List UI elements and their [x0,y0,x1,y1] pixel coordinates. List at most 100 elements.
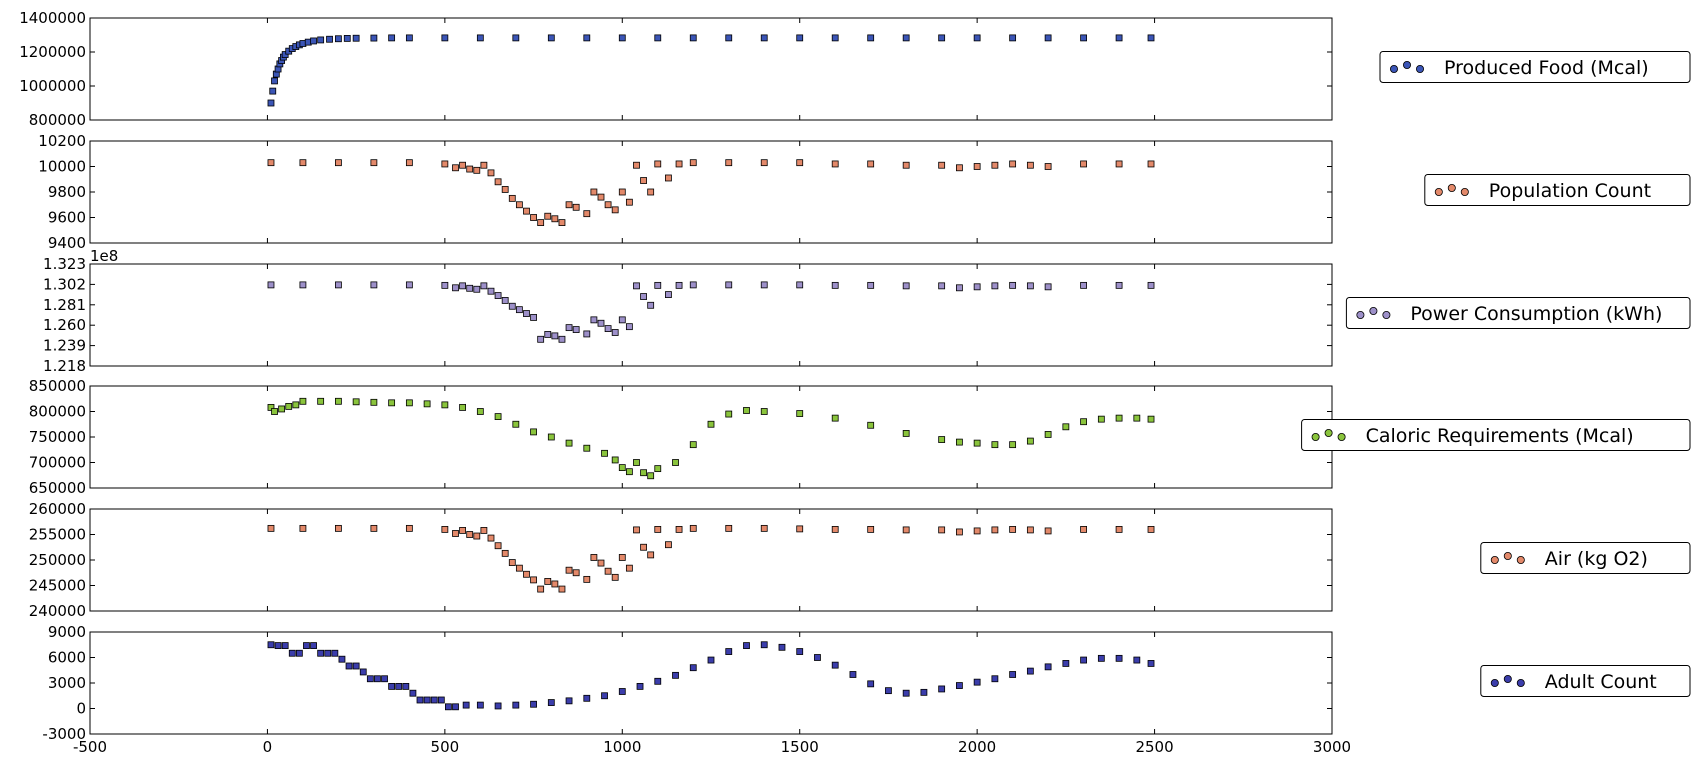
data-point [991,526,999,534]
data-point [512,420,520,428]
data-point [405,159,413,167]
legend-marker [1337,432,1346,441]
data-point [597,193,605,201]
data-point [1080,656,1087,664]
x-tick-label: 1500 [781,738,819,756]
data-point [956,528,963,536]
data-point [675,160,683,168]
data-point [334,35,342,43]
data-point [867,680,875,688]
data-point [334,281,342,289]
data-point [849,671,857,678]
data-point [814,654,821,661]
data-point [611,456,619,464]
data-point [654,34,662,42]
data-point [501,297,509,304]
data-point [902,526,910,534]
data-point [334,524,342,532]
data-point [1026,282,1034,290]
legend-box [1345,297,1691,329]
data-point [675,281,683,289]
data-point [625,323,633,331]
data-point [508,194,516,202]
data-point [476,408,484,415]
data-point [707,656,715,664]
legend-label: Power Consumption (kWh) [1410,303,1662,325]
data-point [278,405,286,413]
data-point [565,697,573,705]
data-point [269,87,277,95]
y-tick-label: 800000 [29,111,86,129]
data-point [292,401,300,409]
x-tick-label: 1000 [603,738,641,756]
axes-frame [89,385,1333,489]
data-point [343,35,351,42]
data-point [547,699,555,706]
y-tick-label: -3000 [42,725,86,743]
data-point [618,188,626,196]
data-point [326,35,333,43]
data-point [647,472,655,480]
data-point [654,465,662,473]
legend-power-consumption-kwh: Power Consumption (kWh) [1345,297,1691,329]
data-point [647,301,655,309]
data-point [665,291,672,299]
y-tick-label: 3000 [48,674,86,692]
data-point [625,198,633,206]
data-point [551,580,559,588]
data-point [831,160,839,168]
data-point [416,696,424,704]
data-point [547,433,555,441]
data-point [1097,654,1105,662]
x-tick-label: 2000 [958,738,996,756]
data-point [640,543,647,551]
y-tick-label: 1.239 [43,337,86,355]
data-point [494,413,502,421]
legend-label: Adult Count [1545,671,1657,693]
x-tick-label: 0 [263,738,273,756]
data-point [388,399,396,407]
data-point [973,34,981,42]
data-point [459,282,467,290]
axes-frame [89,263,1333,367]
data-point [618,688,626,695]
data-point [388,683,396,690]
data-point [867,421,875,429]
data-point [647,188,655,196]
data-point [359,668,367,676]
data-point [441,401,449,409]
data-point [374,675,381,683]
legend-marker [1460,187,1469,196]
data-point [1044,527,1052,535]
data-point [572,326,580,333]
data-point [271,77,278,85]
data-point [1044,34,1052,42]
data-point [902,689,910,697]
data-point [1115,414,1123,422]
data-point [572,203,580,211]
data-point [501,186,509,193]
legend-marker [1516,556,1525,565]
data-point [423,400,431,408]
data-point [725,281,733,289]
data-point [299,281,307,289]
series-caloric-requirements-mcal [267,397,1155,480]
data-point [366,675,374,683]
y-tick-label: 700000 [29,454,86,472]
data-point [885,687,892,695]
data-point [1147,660,1155,667]
data-point [441,160,449,168]
data-point [675,526,683,533]
data-point [345,662,353,670]
data-point [334,159,342,167]
data-point [402,683,410,690]
legend-adult-count: Adult Count [1480,665,1691,697]
data-point [544,331,552,338]
y-tick-label: 1.260 [43,316,86,334]
data-point [508,302,516,310]
data-point [299,159,307,167]
y-tick-label: 800000 [29,403,86,421]
legend-label: Caloric Requirements (Mcal) [1366,425,1634,447]
data-point [689,524,697,532]
data-point [625,468,633,476]
